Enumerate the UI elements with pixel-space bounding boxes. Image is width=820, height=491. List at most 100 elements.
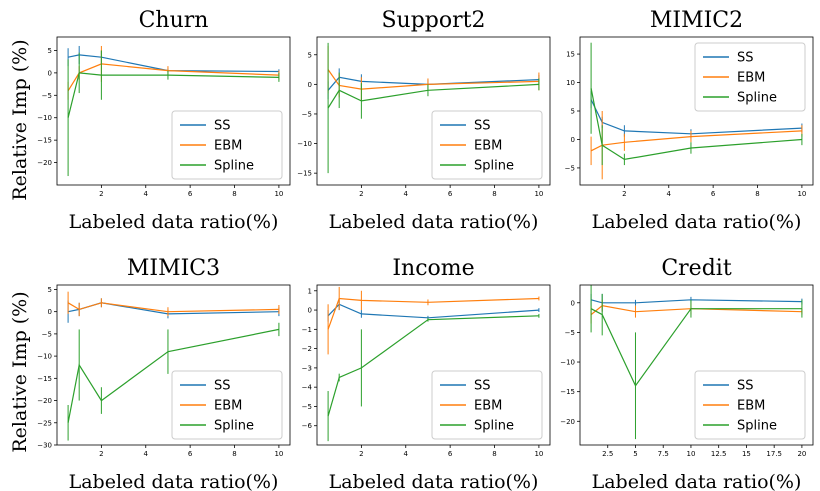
series-line-ss	[67, 54, 279, 73]
y-tick-label: 0	[308, 307, 312, 315]
x-tick-label: 10	[534, 190, 543, 198]
x-axis-label: Labeled data ratio(%)	[592, 471, 802, 491]
axes-frame	[316, 284, 551, 446]
y-tick-label: 0	[48, 308, 52, 316]
axes-frame	[579, 284, 814, 446]
axes-frame	[56, 284, 291, 446]
x-tick-label: 6	[448, 450, 453, 458]
x-tick-label: 2.5	[602, 450, 613, 458]
y-tick-label: −5	[42, 92, 52, 100]
series-line-ebm	[67, 302, 279, 313]
x-tick-label: 4	[144, 190, 149, 198]
subplot-title: Churn	[139, 8, 209, 33]
subplot-title: MIMIC2	[650, 8, 743, 33]
y-tick-label: −10	[560, 359, 575, 367]
subplot-title: Credit	[661, 256, 731, 281]
y-tick-label: 1	[308, 287, 312, 295]
legend-label: EBM	[214, 139, 242, 154]
y-tick-label: −2	[302, 345, 312, 353]
legend-label: Spline	[474, 419, 514, 434]
x-tick-label: 8	[492, 450, 496, 458]
x-tick-label: 2	[359, 190, 363, 198]
legend-label: Spline	[737, 419, 777, 434]
x-axis-label: Labeled data ratio(%)	[592, 211, 802, 233]
legend-label: EBM	[214, 399, 242, 414]
y-tick-label: −10	[37, 114, 52, 122]
x-tick-label: 4	[404, 450, 409, 458]
y-tick-label: −10	[37, 353, 52, 361]
y-tick-label: −15	[560, 388, 575, 396]
legend-label: SS	[214, 379, 231, 394]
series-line-ss	[67, 302, 279, 315]
x-tick-label: 4	[144, 450, 149, 458]
axes-frame	[316, 36, 551, 186]
y-tick-label: −15	[37, 375, 52, 383]
x-tick-label: 5	[633, 450, 637, 458]
y-tick-label: 5	[308, 51, 312, 59]
y-tick-label: −5	[42, 330, 52, 338]
legend-box	[694, 370, 806, 440]
y-tick-label: 0	[571, 299, 575, 307]
legend-label: Spline	[474, 159, 514, 174]
legend-label: EBM	[474, 139, 502, 154]
y-axis-label-top: Relative Imp (%)	[9, 39, 31, 200]
x-axis-label: Labeled data ratio(%)	[69, 211, 279, 233]
x-tick-label: 6	[188, 190, 193, 198]
y-tick-label: 0	[571, 136, 575, 144]
y-tick-label: −20	[560, 418, 575, 426]
legend-label: Spline	[214, 159, 254, 174]
x-axis-label: Labeled data ratio(%)	[69, 471, 279, 491]
y-tick-label: 5	[48, 286, 52, 294]
legend-box	[171, 110, 283, 180]
x-tick-label: 7.5	[658, 450, 669, 458]
y-tick-label: −5	[565, 329, 575, 337]
x-tick-label: 6	[448, 190, 453, 198]
x-tick-label: 8	[492, 190, 496, 198]
y-tick-label: −5	[302, 110, 312, 118]
subplot-0: Churn 2 4 6 8 10 5 0 −5 −10 −15 −20 SS EBM Spline Label…	[37, 8, 291, 233]
x-axis-label: Labeled data ratio(%)	[329, 471, 539, 491]
subplot-title: Income	[392, 256, 474, 281]
y-tick-label: −5	[565, 164, 575, 172]
x-tick-label: 2	[622, 190, 626, 198]
x-tick-label: 4	[667, 190, 672, 198]
legend: SS EBM Spline	[431, 370, 543, 440]
legend-label: SS	[474, 379, 491, 394]
y-tick-label: −15	[297, 170, 312, 178]
legend: SS EBM Spline	[171, 370, 283, 440]
x-tick-label: 20	[797, 450, 806, 458]
y-tick-label: 5	[48, 47, 52, 55]
x-tick-label: 15	[742, 450, 751, 458]
y-tick-label: −6	[302, 422, 313, 430]
y-tick-label: 15	[566, 51, 575, 59]
x-tick-label: 8	[755, 190, 759, 198]
subplot-title: MIMIC3	[127, 256, 220, 281]
series-line-ss	[590, 299, 802, 304]
subplot-1: Support2 2 4 6 8 10 5 0 −5 −10 −15 SS EBM Spline Label…	[297, 8, 551, 233]
subplot-2: MIMIC2 2 4 6 8 10 15 10 5 0 −5 SS EBM Spline Labeled d…	[565, 8, 814, 233]
x-tick-label: 6	[188, 450, 193, 458]
x-tick-label: 8	[232, 190, 236, 198]
x-tick-label: 10	[797, 190, 806, 198]
y-tick-label: −25	[37, 419, 52, 427]
y-tick-label: −3	[302, 364, 312, 372]
y-tick-label: 10	[566, 79, 575, 87]
series-line-ss	[327, 303, 539, 319]
x-tick-label: 6	[711, 190, 716, 198]
subplot-title: Support2	[381, 8, 485, 33]
series-line-ebm	[67, 63, 279, 92]
x-tick-label: 2	[359, 450, 363, 458]
axes-frame	[56, 36, 291, 186]
y-tick-label: −10	[297, 140, 312, 148]
legend-label: EBM	[737, 71, 765, 86]
legend-label: EBM	[737, 399, 765, 414]
x-tick-label: 10	[274, 190, 283, 198]
x-tick-label: 2	[99, 190, 103, 198]
series-line-ebm	[327, 297, 539, 330]
y-tick-label: −15	[37, 137, 52, 145]
legend-box	[171, 370, 283, 440]
legend-box	[694, 42, 806, 112]
legend-box	[431, 370, 543, 440]
